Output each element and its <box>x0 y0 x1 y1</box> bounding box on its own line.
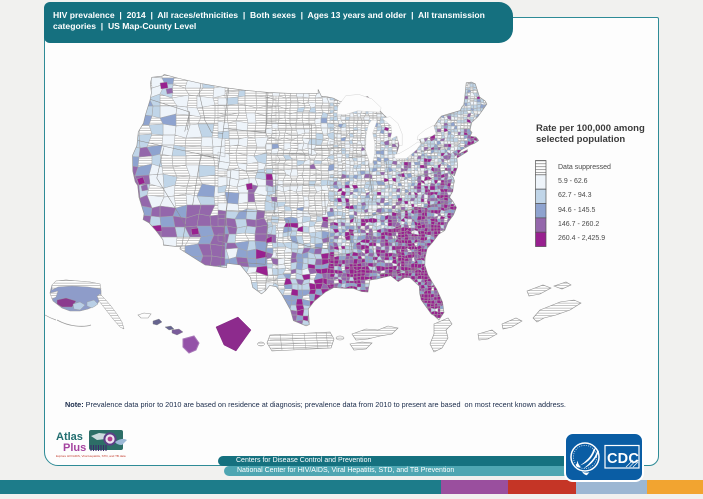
svg-text:Atlas: Atlas <box>56 431 83 443</box>
svg-text:CDC: CDC <box>607 451 639 467</box>
svg-text:Plus: Plus <box>63 442 86 454</box>
svg-text:Explore HIV/AIDS, Viral Hepati: Explore HIV/AIDS, Viral Hepatitis, STD, … <box>56 454 126 458</box>
